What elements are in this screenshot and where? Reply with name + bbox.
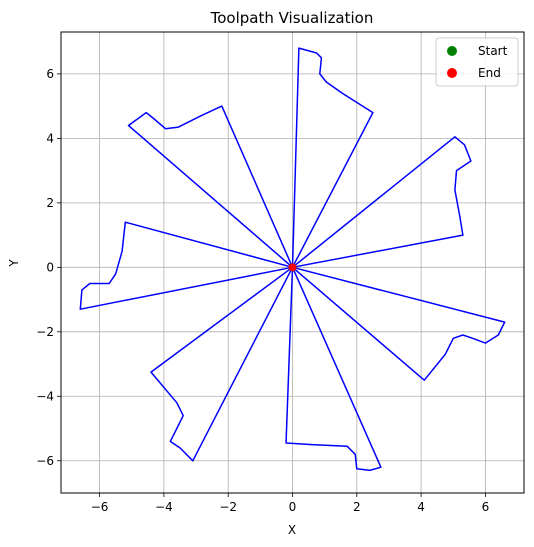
x-tick-label: −4 bbox=[155, 500, 173, 514]
toolpath-line bbox=[127, 105, 294, 268]
x-tick-label: 4 bbox=[417, 500, 425, 514]
toolpath-line bbox=[285, 266, 382, 472]
legend-end-marker bbox=[447, 68, 457, 78]
legend-end-label: End bbox=[478, 66, 501, 80]
y-tick-label: 0 bbox=[46, 260, 54, 274]
y-tick-label: −6 bbox=[36, 454, 54, 468]
x-tick-label: −2 bbox=[219, 500, 237, 514]
axis-ticks: −6 −4 −2 0 2 4 6 −6 −4 −2 0 2 4 6 bbox=[36, 67, 489, 514]
y-tick-label: 2 bbox=[46, 196, 54, 210]
y-tick-label: −2 bbox=[36, 325, 54, 339]
x-axis-label: X bbox=[288, 523, 296, 537]
x-tick-label: 0 bbox=[289, 500, 297, 514]
y-axis-label: Y bbox=[7, 259, 21, 268]
x-tick-label: −6 bbox=[91, 500, 109, 514]
legend-start-marker bbox=[447, 46, 457, 56]
end-point bbox=[288, 263, 297, 272]
x-tick-label: 2 bbox=[353, 500, 361, 514]
toolpath-line bbox=[291, 47, 374, 268]
legend: Start End bbox=[435, 37, 519, 87]
y-tick-label: 6 bbox=[46, 67, 54, 81]
y-tick-label: 4 bbox=[46, 131, 54, 145]
toolpath-line bbox=[150, 266, 294, 462]
toolpath-line bbox=[292, 136, 472, 269]
legend-start-label: Start bbox=[478, 44, 508, 58]
chart-title: Toolpath Visualization bbox=[210, 9, 374, 27]
x-tick-label: 6 bbox=[482, 500, 490, 514]
toolpath-line bbox=[292, 266, 506, 381]
plot-frame bbox=[60, 31, 525, 494]
toolpath-line bbox=[79, 221, 293, 310]
toolpath-layer bbox=[79, 47, 506, 472]
y-tick-label: −4 bbox=[36, 389, 54, 403]
